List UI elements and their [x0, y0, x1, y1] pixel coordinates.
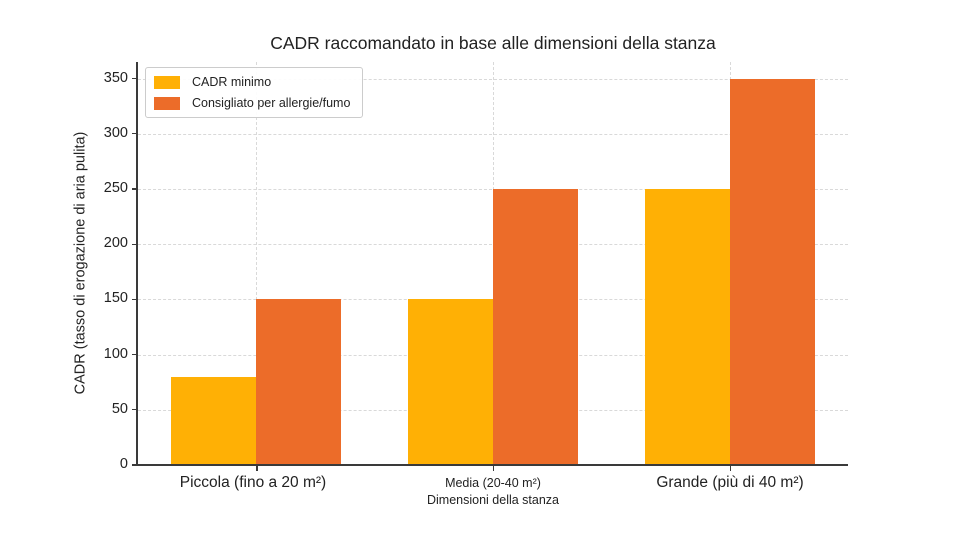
plot-area: [138, 62, 848, 465]
x-tick-mark-1: [493, 466, 495, 471]
y-tick-mark-100: [131, 353, 137, 356]
x-axis-title: Dimensioni della stanza: [426, 493, 559, 507]
x-axis-spine: [136, 464, 848, 466]
y-tick-mark-250: [131, 188, 137, 190]
gridline-v-0: [256, 62, 258, 465]
bar-series0-cat2: [644, 188, 730, 465]
legend-item-minimo: CADR minimo: [154, 75, 350, 89]
legend-label-minimo: CADR minimo: [192, 75, 272, 89]
y-tick-label-200: 200: [103, 235, 128, 252]
y-tick-mark-200: [131, 243, 137, 245]
y-tick-label-100: 100: [103, 345, 128, 362]
y-tick-label-350: 350: [103, 69, 128, 86]
x-tick-label-piccola: Piccola (fino a 20 m²): [179, 474, 327, 491]
y-tick-mark-50: [131, 409, 137, 411]
legend-label-consigliato: Consigliato per allergie/fumo: [192, 96, 351, 110]
legend-item-consigliato: Consigliato per allergie/fumo: [154, 96, 350, 110]
y-tick-label-150: 150: [103, 290, 128, 307]
bar-series1-cat2: [729, 78, 815, 465]
x-tick-mark-0: [256, 466, 258, 471]
legend-swatch-minimo: [154, 75, 180, 89]
y-tick-label-0: 0: [119, 456, 128, 472]
bar-series1-cat0: [256, 299, 342, 465]
x-tick-label-grande: Grande (più di 40 m²): [656, 474, 804, 491]
y-tick-mark-300: [131, 133, 137, 135]
y-tick-label-250: 250: [103, 179, 128, 196]
bar-series0-cat1: [408, 299, 493, 465]
legend: CADR minimo Consigliato per allergie/fum…: [145, 67, 364, 118]
y-tick-label-300: 300: [103, 124, 128, 141]
x-tick-label-media: Media (20-40 m²): [445, 476, 541, 490]
bar-series0-cat0: [171, 376, 257, 465]
legend-swatch-consigliato: [154, 96, 180, 110]
x-tick-mark-2: [729, 466, 731, 471]
y-tick-mark-0: [131, 464, 137, 466]
bar-series1-cat1: [493, 188, 578, 465]
y-tick-mark-350: [131, 77, 137, 80]
y-axis-spine: [136, 62, 138, 465]
chart-title: CADR raccomandato in base alle dimension…: [270, 33, 716, 53]
y-tick-mark-150: [131, 298, 137, 300]
y-tick-label-50: 50: [111, 400, 128, 417]
